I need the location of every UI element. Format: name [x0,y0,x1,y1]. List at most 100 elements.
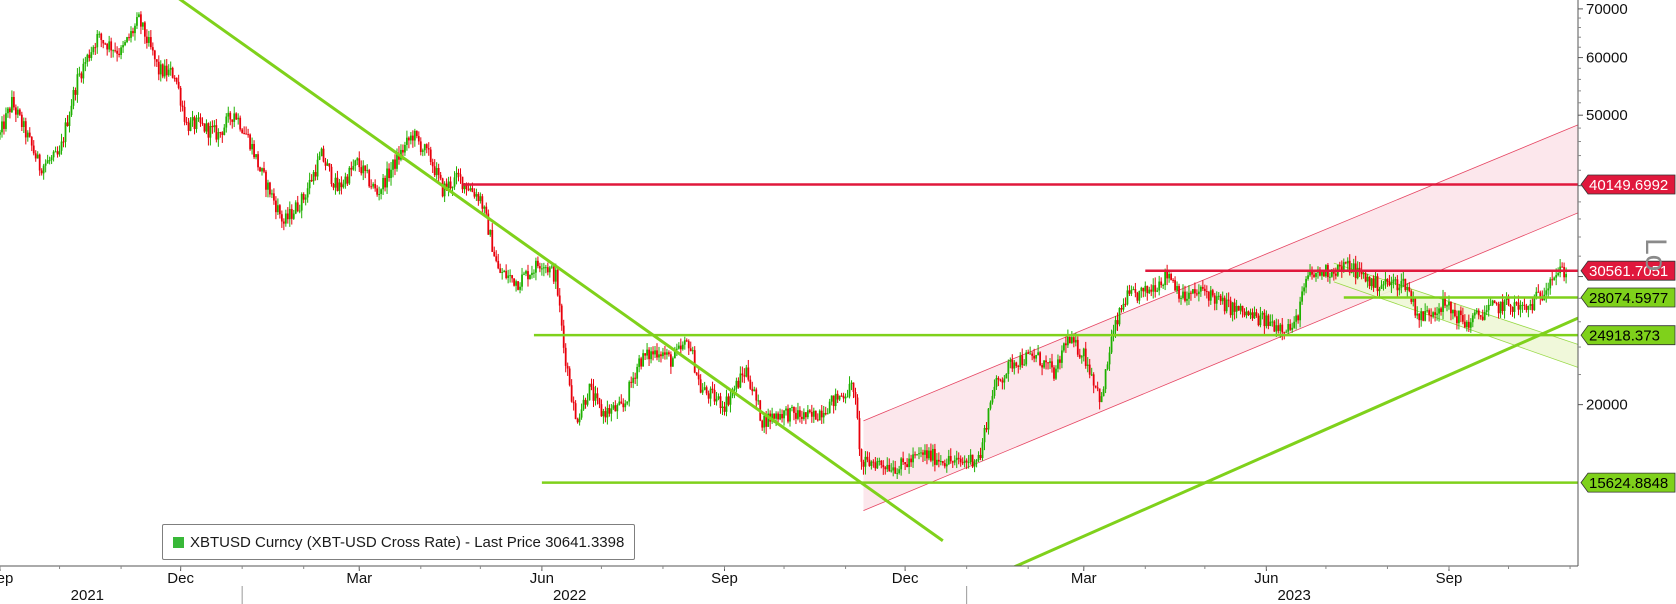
candle-733 [1454,302,1456,318]
candle-body [1166,270,1169,279]
candle-body [1495,303,1498,305]
candle-body [1156,290,1159,292]
candle-398 [789,407,791,427]
candle-598 [1186,291,1188,306]
candle-639 [1267,313,1270,330]
candle-body [267,182,269,190]
candle-body [590,383,593,387]
candle-body [973,461,976,467]
candle-body [84,62,87,64]
candle-body [884,467,887,470]
x-tick-label-4: Sep [711,570,738,587]
candle-body [62,141,65,143]
candle-165 [326,159,329,166]
candle-527 [1045,355,1047,370]
candle-330 [654,346,656,359]
candle-500 [991,389,994,405]
candle-507 [1005,373,1008,379]
candle-body [622,403,625,408]
candle-128 [253,140,255,160]
candle-body [431,162,434,167]
candle-568 [1126,285,1129,306]
candle-body [979,454,982,458]
candle-body [157,61,160,75]
candle-body [1049,361,1051,363]
candle-body [32,145,35,154]
candle-381 [755,387,758,409]
candle-618 [1225,292,1228,314]
candle-body [515,281,517,286]
candle-777 [1541,290,1544,302]
candle-48 [94,42,97,56]
candle-523 [1037,344,1040,356]
candle-body [46,160,49,164]
candle-549 [1088,358,1091,379]
candle-512 [1015,361,1018,368]
candle-body [183,106,186,122]
candle-275 [544,264,547,274]
candle-body [538,266,541,269]
candle-220 [435,162,438,180]
candle-body [789,407,791,422]
candle-323 [640,356,643,370]
candle-766 [1519,300,1522,318]
candle-body [102,40,105,44]
candle-body [288,208,291,220]
candle-457 [906,458,909,468]
candle-149 [294,200,297,215]
candle-41 [80,71,83,83]
candle-body [199,117,202,123]
candle-body [1259,314,1262,326]
candle-625 [1239,303,1242,315]
candle-body [1082,348,1085,357]
candle-611 [1211,288,1214,298]
candle-body [1001,380,1004,383]
candle-753 [1493,300,1496,304]
candle-body [816,419,819,421]
candle-body [271,193,273,195]
candle-246 [487,209,490,235]
candle-body [1098,388,1101,403]
candle-body [1064,343,1067,346]
candle-body [1358,267,1361,271]
candle-480 [951,460,954,468]
candle-526 [1043,360,1045,369]
candle-body [419,141,422,152]
candle-292 [578,413,581,426]
candle-305 [604,406,607,423]
candle-302 [598,397,601,409]
candle-596 [1182,284,1184,300]
candle-body [679,345,682,350]
candle-body [134,25,136,34]
candle-85 [167,64,170,77]
candle-29 [56,146,59,158]
candle-66 [130,26,132,43]
candle-body [161,64,164,77]
candle-771 [1529,299,1532,311]
candle-body [963,460,966,463]
candle-body [1469,322,1472,328]
candle-481 [953,455,956,466]
level-tag-label: 24918.373 [1589,328,1660,345]
candle-body [195,118,198,130]
candle-body [697,374,700,380]
candle-body [1529,304,1532,306]
candle-557 [1104,369,1107,394]
channel-layer [863,124,1578,511]
candle-202 [400,144,402,162]
candle-body [685,340,688,342]
candle-483 [957,452,960,465]
candle-body [1138,290,1141,301]
candle-body [1186,298,1188,301]
candle-186 [368,168,371,188]
candle-body [628,381,631,402]
year-label-1: 2022 [553,587,586,604]
candle-body [1344,262,1347,264]
candle-body [671,358,674,367]
candle-717 [1422,311,1425,322]
candle-241 [477,192,480,206]
candle-151 [298,204,301,214]
candle-body [787,408,789,422]
candle-body [1055,368,1057,379]
candle-65 [128,33,130,41]
